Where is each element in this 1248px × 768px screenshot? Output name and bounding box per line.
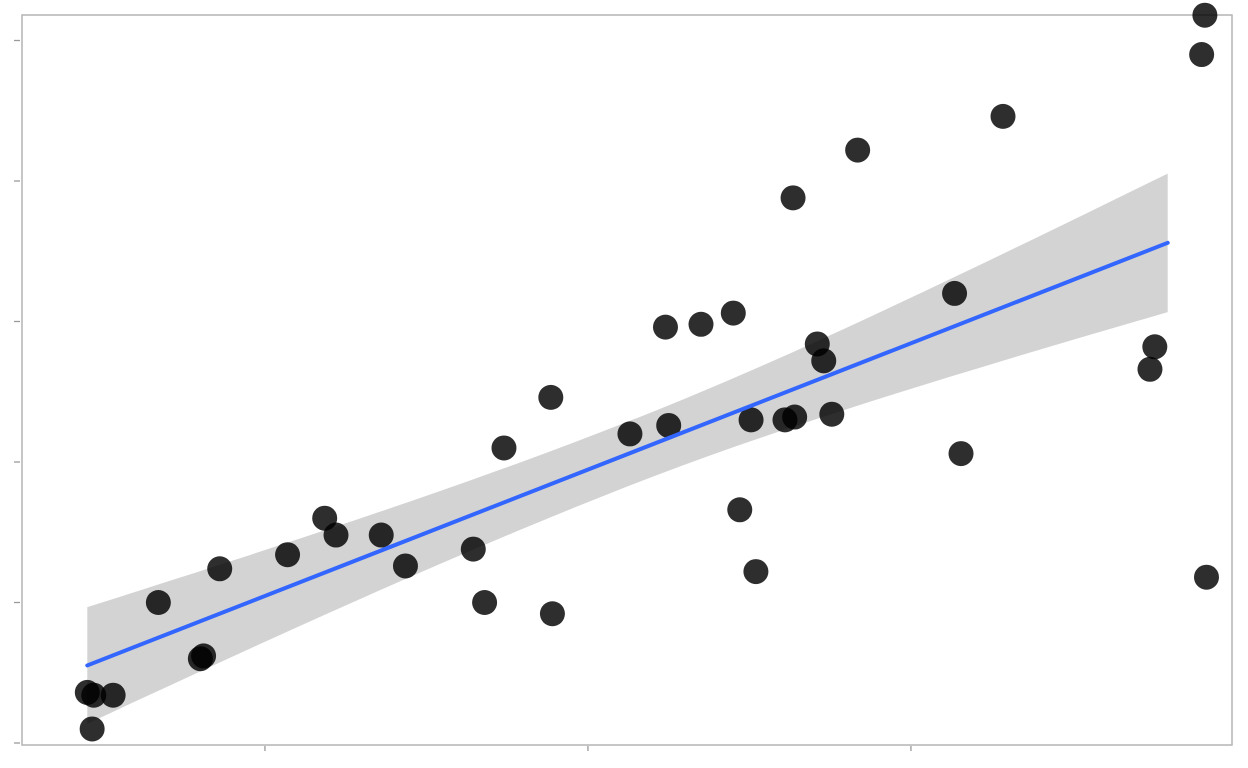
scatter-points xyxy=(74,2,1219,742)
data-point xyxy=(79,716,105,742)
data-point xyxy=(491,435,517,461)
regression-line-layer xyxy=(85,240,1170,668)
data-point xyxy=(323,522,349,548)
data-point xyxy=(688,311,714,337)
data-point xyxy=(780,185,806,211)
confidence-band xyxy=(87,173,1168,724)
data-point xyxy=(1142,334,1168,360)
x-axis-ticks xyxy=(264,746,912,751)
data-point xyxy=(948,441,974,467)
data-point xyxy=(990,103,1016,129)
data-point xyxy=(460,536,486,562)
data-point xyxy=(1189,42,1215,68)
data-point xyxy=(392,553,418,579)
data-point xyxy=(145,590,171,615)
data-point xyxy=(942,280,968,306)
data-point xyxy=(738,407,764,433)
data-point xyxy=(727,497,753,523)
confidence-band-layer xyxy=(87,173,1168,724)
data-point xyxy=(538,384,564,410)
data-point xyxy=(617,421,643,447)
data-point xyxy=(1193,564,1219,590)
data-point xyxy=(720,300,746,326)
data-point xyxy=(275,542,301,568)
data-point xyxy=(656,412,682,438)
data-point xyxy=(207,556,233,582)
data-point xyxy=(811,348,837,374)
data-point xyxy=(472,590,498,615)
regression-line xyxy=(85,240,1170,668)
data-point xyxy=(819,401,845,427)
data-point xyxy=(1192,2,1218,28)
data-point xyxy=(368,522,394,548)
data-point xyxy=(1137,356,1163,382)
data-point xyxy=(782,404,808,430)
data-point xyxy=(743,559,769,585)
data-point xyxy=(191,643,217,669)
data-point xyxy=(652,314,678,340)
y-axis-ticks xyxy=(14,39,20,744)
data-point xyxy=(845,137,871,163)
data-point xyxy=(539,601,565,627)
data-point xyxy=(81,682,107,708)
data-point xyxy=(100,682,126,708)
